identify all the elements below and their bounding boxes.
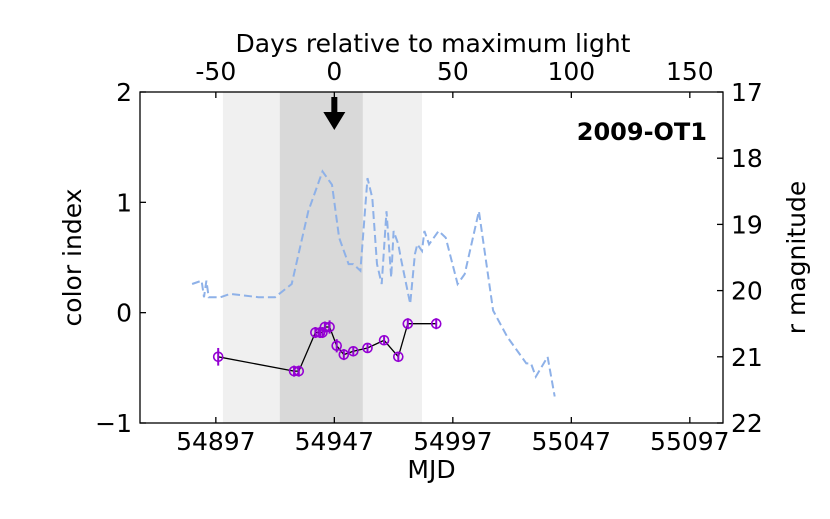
right-y-tick-label: 19 [731,210,763,239]
left-y-tick-label: −1 [95,409,132,438]
color-index-line [218,323,437,372]
shaded-region-inner [279,92,363,423]
r-magnitude-series [191,169,556,397]
x-tick-label: 54947 [295,427,375,456]
left-y-tick-label: 2 [116,78,132,107]
left-y-axis-label: color index [58,189,87,327]
color-index-point [430,318,442,330]
top-x-tick-label: 50 [437,57,469,86]
left-y-tick-label: 1 [116,188,132,217]
top-x-tick-label: 100 [547,57,595,86]
top-x-axis-label: Days relative to maximum light [236,29,631,58]
x-tick-label: 54997 [413,427,493,456]
color-index-point [378,334,390,346]
r-magnitude-line [191,169,556,397]
color-index-point [362,342,373,354]
color-index-point [212,351,224,363]
color-index-point [293,365,305,377]
right-y-tick-label: 17 [731,78,763,107]
x-tick-label: 55047 [532,427,612,456]
right-y-tick-label: 22 [731,409,763,438]
color-index-point [347,345,359,357]
top-x-tick-label: 0 [326,57,342,86]
right-y-axis-label: r magnitude [782,181,811,334]
top-x-tick-label: 150 [666,57,714,86]
x-axis-label: MJD [407,455,455,484]
maximum-light-arrow [323,97,346,130]
plot-frame [139,91,724,424]
object-name-annotation: 2009-OT1 [577,118,707,146]
right-y-tick-label: 21 [731,343,763,372]
color-index-point [338,349,350,360]
right-y-tick-label: 18 [731,144,763,173]
color-index-point [331,340,343,352]
left-y-tick-label: 0 [116,299,132,328]
color-index-point [324,321,335,333]
arrow-head [323,112,346,130]
top-x-tick-label: -50 [195,57,236,86]
color-index-series [212,318,442,377]
color-index-point [393,351,404,363]
x-tick-label: 54897 [176,427,256,456]
color-index-point [402,318,414,330]
color-index-point [317,327,328,338]
axis-ticks: 54897 54947 54997 55047 55097 -50 0 50 100 150 −1 0… [95,57,763,456]
x-tick-label: 55097 [650,427,730,456]
right-y-tick-label: 20 [731,277,763,306]
